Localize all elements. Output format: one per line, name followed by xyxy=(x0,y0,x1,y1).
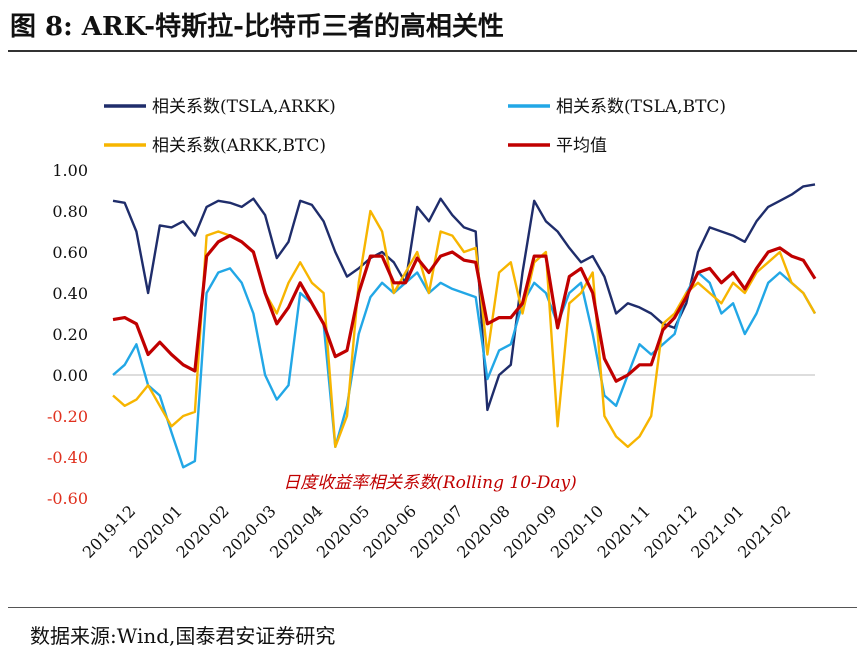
y-tick-label: -0.60 xyxy=(47,489,88,508)
chart-annotation: 日度收益率相关系数(Rolling 10-Day) xyxy=(283,473,577,493)
y-tick-label: 1.00 xyxy=(52,161,88,180)
series-line xyxy=(112,234,817,383)
x-axis: 2019-122020-012020-022020-032020-042020-… xyxy=(79,501,795,561)
legend-label: 平均值 xyxy=(556,136,607,156)
legend-label: 相关系数(ARKK,BTC) xyxy=(152,136,326,156)
legend: 相关系数(TSLA,ARKK) 相关系数(TSLA,BTC) 相关系数(ARKK,B… xyxy=(104,97,726,156)
y-tick-label: 0.60 xyxy=(52,243,88,262)
series-line xyxy=(112,267,817,469)
source-divider xyxy=(8,607,857,608)
y-tick-label: 0.00 xyxy=(52,366,88,385)
y-tick-label: -0.20 xyxy=(47,407,88,426)
figure-title: 图 8: ARK-特斯拉-比特币三者的高相关性 xyxy=(10,12,504,42)
y-axis: 1.00 0.80 0.60 0.40 0.20 0.00 -0.20 -0.40 -0.60 xyxy=(47,161,88,508)
title-divider xyxy=(8,50,857,52)
series-line xyxy=(112,183,816,412)
y-tick-label: -0.40 xyxy=(47,448,88,467)
legend-label: 相关系数(TSLA,BTC) xyxy=(556,97,726,117)
plot-area xyxy=(112,183,817,469)
source-note: 数据来源:Wind,国泰君安证券研究 xyxy=(30,624,336,648)
series-line xyxy=(112,209,817,448)
y-tick-label: 0.40 xyxy=(52,284,88,303)
y-tick-label: 0.80 xyxy=(52,202,88,221)
y-tick-label: 0.20 xyxy=(52,325,88,344)
legend-label: 相关系数(TSLA,ARKK) xyxy=(152,97,336,117)
